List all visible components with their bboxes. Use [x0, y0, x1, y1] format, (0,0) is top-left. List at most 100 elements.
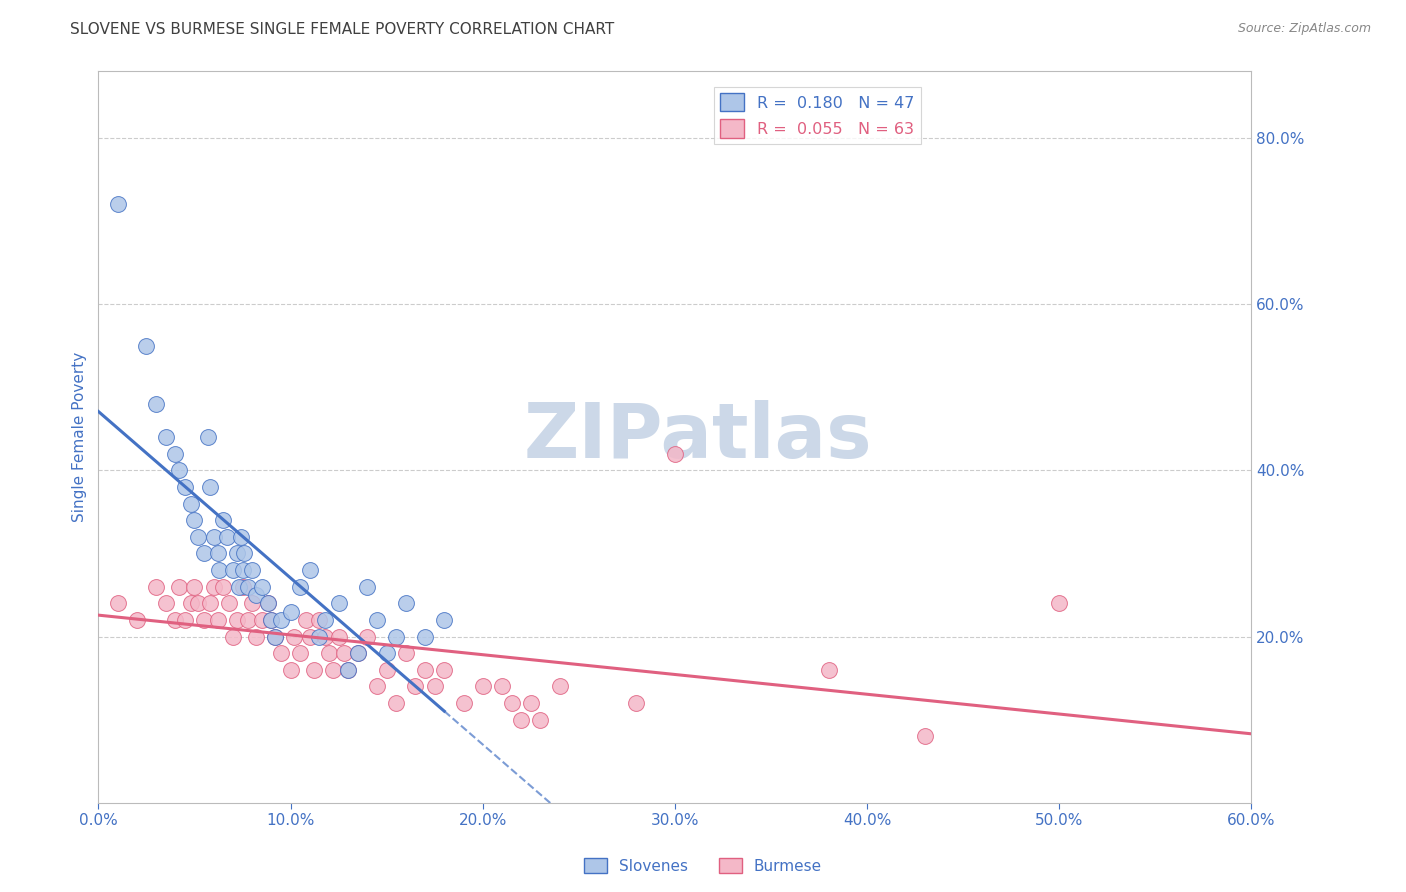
Point	[491, 680, 513, 694]
Point	[107, 596, 129, 610]
Point	[218, 596, 240, 610]
Point	[240, 563, 263, 577]
Point	[328, 630, 350, 644]
Point	[308, 630, 330, 644]
Point	[207, 546, 229, 560]
Point	[433, 613, 456, 627]
Point	[225, 613, 247, 627]
Point	[471, 680, 494, 694]
Point	[356, 630, 378, 644]
Point	[328, 596, 350, 610]
Point	[202, 530, 225, 544]
Point	[238, 613, 260, 627]
Point	[385, 630, 408, 644]
Point	[914, 729, 936, 743]
Point	[270, 646, 292, 660]
Point	[333, 646, 356, 660]
Point	[197, 430, 219, 444]
Point	[240, 596, 263, 610]
Point	[233, 546, 256, 560]
Point	[337, 663, 360, 677]
Text: Source: ZipAtlas.com: Source: ZipAtlas.com	[1237, 22, 1371, 36]
Legend: R =  0.180   N = 47, R =  0.055   N = 63: R = 0.180 N = 47, R = 0.055 N = 63	[714, 87, 921, 145]
Point	[155, 430, 177, 444]
Point	[222, 630, 245, 644]
Point	[187, 530, 209, 544]
Point	[212, 580, 235, 594]
Point	[626, 696, 648, 710]
Point	[264, 630, 287, 644]
Point	[198, 596, 221, 610]
Legend: Slovenes, Burmese: Slovenes, Burmese	[578, 852, 828, 880]
Point	[207, 613, 229, 627]
Point	[433, 663, 456, 677]
Point	[167, 580, 190, 594]
Y-axis label: Single Female Poverty: Single Female Poverty	[72, 352, 87, 522]
Point	[395, 646, 418, 660]
Point	[280, 605, 302, 619]
Point	[664, 447, 686, 461]
Point	[183, 580, 205, 594]
Point	[229, 530, 252, 544]
Point	[290, 580, 312, 594]
Point	[222, 563, 245, 577]
Point	[250, 580, 273, 594]
Point	[337, 663, 360, 677]
Point	[1047, 596, 1070, 610]
Point	[318, 646, 340, 660]
Text: ZIPatlas: ZIPatlas	[523, 401, 872, 474]
Point	[250, 613, 273, 627]
Point	[501, 696, 523, 710]
Point	[180, 497, 202, 511]
Point	[395, 596, 418, 610]
Point	[366, 613, 388, 627]
Point	[174, 480, 197, 494]
Point	[295, 613, 318, 627]
Point	[193, 613, 215, 627]
Point	[308, 613, 330, 627]
Point	[520, 696, 543, 710]
Point	[356, 580, 378, 594]
Point	[260, 613, 283, 627]
Point	[375, 663, 398, 677]
Point	[529, 713, 551, 727]
Point	[264, 630, 287, 644]
Point	[198, 480, 221, 494]
Point	[817, 663, 839, 677]
Point	[322, 663, 344, 677]
Point	[165, 447, 187, 461]
Point	[228, 580, 250, 594]
Point	[183, 513, 205, 527]
Point	[298, 563, 321, 577]
Point	[302, 663, 325, 677]
Point	[135, 338, 157, 352]
Point	[155, 596, 177, 610]
Point	[413, 663, 436, 677]
Point	[231, 563, 254, 577]
Point	[346, 646, 368, 660]
Point	[145, 580, 167, 594]
Point	[245, 630, 267, 644]
Text: SLOVENE VS BURMESE SINGLE FEMALE POVERTY CORRELATION CHART: SLOVENE VS BURMESE SINGLE FEMALE POVERTY…	[70, 22, 614, 37]
Point	[510, 713, 533, 727]
Point	[548, 680, 571, 694]
Point	[346, 646, 368, 660]
Point	[231, 580, 254, 594]
Point	[314, 630, 336, 644]
Point	[174, 613, 197, 627]
Point	[423, 680, 446, 694]
Point	[298, 630, 321, 644]
Point	[290, 646, 312, 660]
Point	[260, 613, 283, 627]
Point	[217, 530, 239, 544]
Point	[366, 680, 388, 694]
Point	[314, 613, 336, 627]
Point	[165, 613, 187, 627]
Point	[167, 463, 190, 477]
Point	[385, 696, 408, 710]
Point	[256, 596, 278, 610]
Point	[208, 563, 231, 577]
Point	[375, 646, 398, 660]
Point	[413, 630, 436, 644]
Point	[270, 613, 292, 627]
